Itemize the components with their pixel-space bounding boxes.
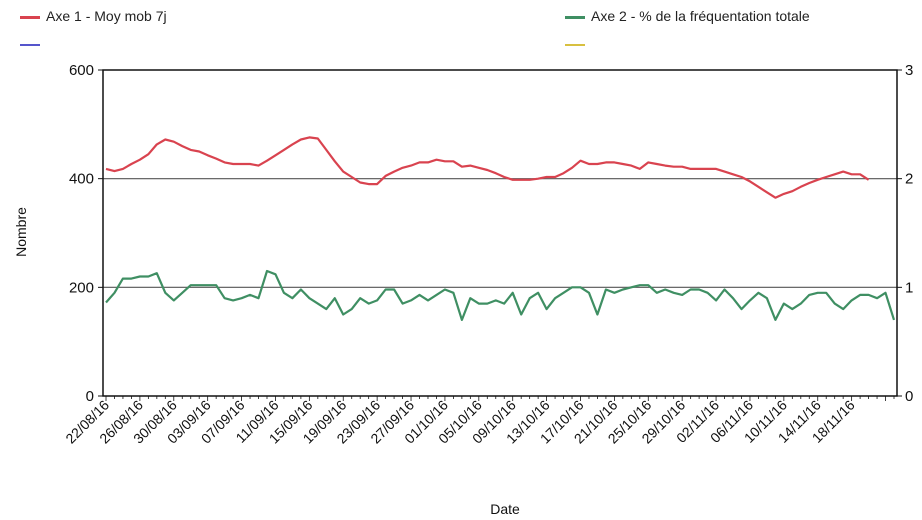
legend-entry-blue [20,36,46,52]
y-axis-right: 0 1 2 3 [897,62,913,405]
y-tick-label-2: 400 [69,171,94,188]
y2-tick-label-1: 1 [905,279,913,296]
grid-lines [103,178,897,288]
y-axis-left: 0 200 400 600 [69,62,103,405]
legend-swatch-yellow [565,44,585,47]
y-tick-label-1: 200 [69,279,94,296]
legend-label-axe1: Axe 1 - Moy mob 7j [46,8,167,24]
legend-label-axe2: Axe 2 - % de la fréquentation totale [591,8,810,24]
series-line-0 [105,136,870,199]
x-axis: 22/08/1626/08/1630/08/1603/09/1607/09/16… [62,396,895,447]
legend-swatch-axe2 [565,15,585,19]
y2-tick-label-2: 2 [905,171,913,188]
series-line-1 [105,269,896,321]
chart-series [105,136,896,321]
legend-swatch-blue [20,44,40,47]
legend-entry-axe2: Axe 2 - % de la fréquentation totale [565,8,810,24]
x-axis-label: Date [490,501,520,517]
legend-swatch-axe1 [20,15,40,19]
y-axis-label: Nombre [13,207,29,257]
plot-frame [102,69,898,397]
legend-entry-axe1: Axe 1 - Moy mob 7j [20,8,167,24]
legend-entry-yellow [565,36,591,52]
y-tick-label-3: 600 [69,62,94,79]
y2-tick-label-3: 3 [905,62,913,79]
y2-tick-label-0: 0 [905,388,913,405]
y-tick-label-0: 0 [86,388,94,405]
